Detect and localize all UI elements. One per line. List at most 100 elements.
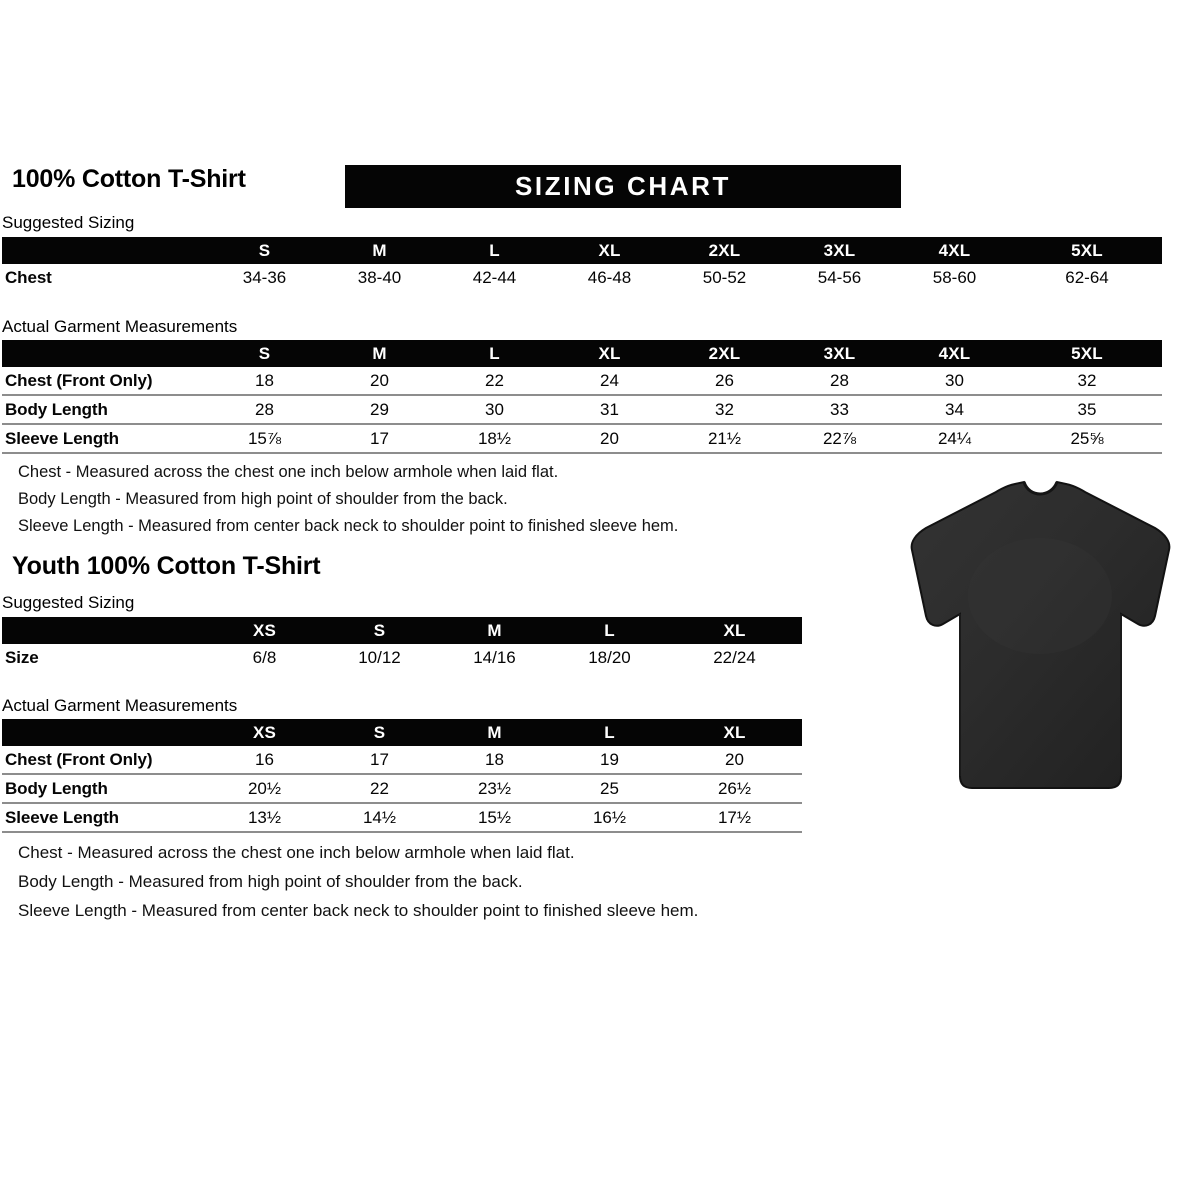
row-value: 17 bbox=[322, 746, 437, 775]
row-value: 31 bbox=[552, 395, 667, 425]
row-label: Sleeve Length bbox=[2, 803, 207, 833]
youth-suggested-sizing-table: XS S M L XL Size 6/8 10/12 14/16 18/20 2… bbox=[2, 617, 802, 671]
adult-suggested-sizing-table: S M L XL 2XL 3XL 4XL 5XL Chest 34-36 38-… bbox=[2, 237, 1162, 291]
header-cell-size: 2XL bbox=[708, 240, 741, 260]
note-body-length: Body Length - Measured from high point o… bbox=[18, 490, 508, 508]
header-cell-size: XL bbox=[723, 722, 746, 742]
header-cell-size: 4XL bbox=[938, 240, 971, 260]
adult-heading-row: 100% Cotton T-Shirt SIZING CHART bbox=[12, 164, 1188, 210]
header-cell-size: M bbox=[487, 620, 502, 640]
header-cell-size: XL bbox=[598, 343, 621, 363]
youth-suggested-header-row: XS S M L XL bbox=[2, 617, 802, 644]
header-cell-size: M bbox=[372, 240, 387, 260]
header-cell-blank bbox=[2, 237, 207, 264]
header-cell-size: 4XL bbox=[938, 343, 971, 363]
row-value: 30 bbox=[437, 395, 552, 425]
adult-suggested-sizing-label: Suggested Sizing bbox=[2, 213, 135, 232]
header-cell-size: 3XL bbox=[823, 343, 856, 363]
note-sleeve-length: Sleeve Length - Measured from center bac… bbox=[18, 517, 679, 535]
row-value: 22⅞ bbox=[782, 424, 897, 454]
header-cell-size: L bbox=[489, 240, 500, 260]
table-row: Chest 34-36 38-40 42-44 46-48 50-52 54-5… bbox=[2, 264, 1162, 291]
youth-section-title: Youth 100% Cotton T-Shirt bbox=[12, 552, 321, 580]
row-value: 50-52 bbox=[702, 267, 747, 287]
row-value: 20 bbox=[667, 746, 802, 775]
product-image-tshirt bbox=[893, 476, 1188, 811]
row-label: Size bbox=[5, 647, 39, 667]
row-value: 58-60 bbox=[932, 267, 977, 287]
row-label: Body Length bbox=[2, 774, 207, 804]
header-cell-blank bbox=[2, 617, 207, 644]
header-cell-size: XS bbox=[252, 722, 277, 742]
header-cell-size: L bbox=[489, 343, 500, 363]
youth-measurements-table: XS S M L XL Chest (Front Only) 16 17 18 … bbox=[2, 719, 802, 833]
note-sleeve-length: Sleeve Length - Measured from center bac… bbox=[18, 901, 699, 920]
table-row: Sleeve Length 13½ 14½ 15½ 16½ 17½ bbox=[2, 803, 802, 833]
row-value: 30 bbox=[897, 367, 1012, 396]
row-value: 33 bbox=[782, 395, 897, 425]
header-cell-size: XS bbox=[252, 620, 277, 640]
row-value: 18½ bbox=[437, 424, 552, 454]
row-value: 24¼ bbox=[897, 424, 1012, 454]
header-cell-size: 5XL bbox=[1071, 240, 1103, 260]
row-label: Chest (Front Only) bbox=[2, 367, 207, 396]
row-value: 18 bbox=[437, 746, 552, 775]
header-cell-size: L bbox=[604, 722, 615, 742]
row-value: 35 bbox=[1012, 395, 1162, 425]
row-label: Chest (Front Only) bbox=[2, 746, 207, 775]
youth-measurements-header-row: XS S M L XL bbox=[2, 719, 802, 746]
row-value: 32 bbox=[1012, 367, 1162, 396]
row-value: 20 bbox=[552, 424, 667, 454]
row-value: 14/16 bbox=[473, 647, 516, 667]
row-label: Sleeve Length bbox=[2, 424, 207, 454]
adult-measurements-header-row: S M L XL 2XL 3XL 4XL 5XL bbox=[2, 340, 1162, 367]
row-value: 34-36 bbox=[242, 267, 287, 287]
row-value: 20½ bbox=[207, 774, 322, 804]
row-value: 21½ bbox=[667, 424, 782, 454]
header-cell-size: S bbox=[373, 620, 386, 640]
row-value: 17 bbox=[322, 424, 437, 454]
sizing-chart-banner: SIZING CHART bbox=[345, 165, 901, 208]
sizing-chart-banner-title: SIZING CHART bbox=[514, 171, 732, 201]
adult-section-title: 100% Cotton T-Shirt bbox=[12, 165, 246, 193]
adult-measurements-table: S M L XL 2XL 3XL 4XL 5XL Chest (Front On… bbox=[2, 340, 1162, 454]
table-row: Chest (Front Only) 18 20 22 24 26 28 30 … bbox=[2, 367, 1162, 396]
header-cell-blank bbox=[2, 340, 207, 367]
row-value: 26 bbox=[667, 367, 782, 396]
youth-measurements-label: Actual Garment Measurements bbox=[2, 696, 238, 715]
header-cell-size: S bbox=[258, 240, 271, 260]
row-value: 13½ bbox=[207, 803, 322, 833]
youth-suggested-sizing-label: Suggested Sizing bbox=[2, 593, 135, 612]
row-value: 16½ bbox=[552, 803, 667, 833]
header-cell-size: M bbox=[487, 722, 502, 742]
row-value: 22 bbox=[437, 367, 552, 396]
row-value: 25 bbox=[552, 774, 667, 804]
note-chest: Chest - Measured across the chest one in… bbox=[18, 463, 559, 481]
row-value: 19 bbox=[552, 746, 667, 775]
adult-measurement-notes: Chest - Measured across the chest one in… bbox=[18, 459, 678, 540]
note-body-length: Body Length - Measured from high point o… bbox=[18, 872, 523, 891]
row-value: 38-40 bbox=[357, 267, 402, 287]
header-cell-size: 5XL bbox=[1071, 343, 1103, 363]
row-value: 15⅞ bbox=[207, 424, 322, 454]
row-value: 29 bbox=[322, 395, 437, 425]
row-label: Body Length bbox=[2, 395, 207, 425]
row-value: 15½ bbox=[437, 803, 552, 833]
row-value: 32 bbox=[667, 395, 782, 425]
table-row: Size 6/8 10/12 14/16 18/20 22/24 bbox=[2, 644, 802, 671]
row-value: 17½ bbox=[667, 803, 802, 833]
row-value: 46-48 bbox=[587, 267, 632, 287]
adult-suggested-header-row: S M L XL 2XL 3XL 4XL 5XL bbox=[2, 237, 1162, 264]
row-value: 26½ bbox=[667, 774, 802, 804]
header-cell-size: 3XL bbox=[823, 240, 856, 260]
row-value: 42-44 bbox=[472, 267, 517, 287]
header-cell-size: S bbox=[258, 343, 271, 363]
row-value: 34 bbox=[897, 395, 1012, 425]
tshirt-icon bbox=[910, 480, 1171, 789]
row-value: 10/12 bbox=[358, 647, 401, 667]
row-value: 14½ bbox=[322, 803, 437, 833]
header-cell-size: S bbox=[373, 722, 386, 742]
note-chest: Chest - Measured across the chest one in… bbox=[18, 843, 575, 862]
table-row: Body Length 28 29 30 31 32 33 34 35 bbox=[2, 395, 1162, 425]
